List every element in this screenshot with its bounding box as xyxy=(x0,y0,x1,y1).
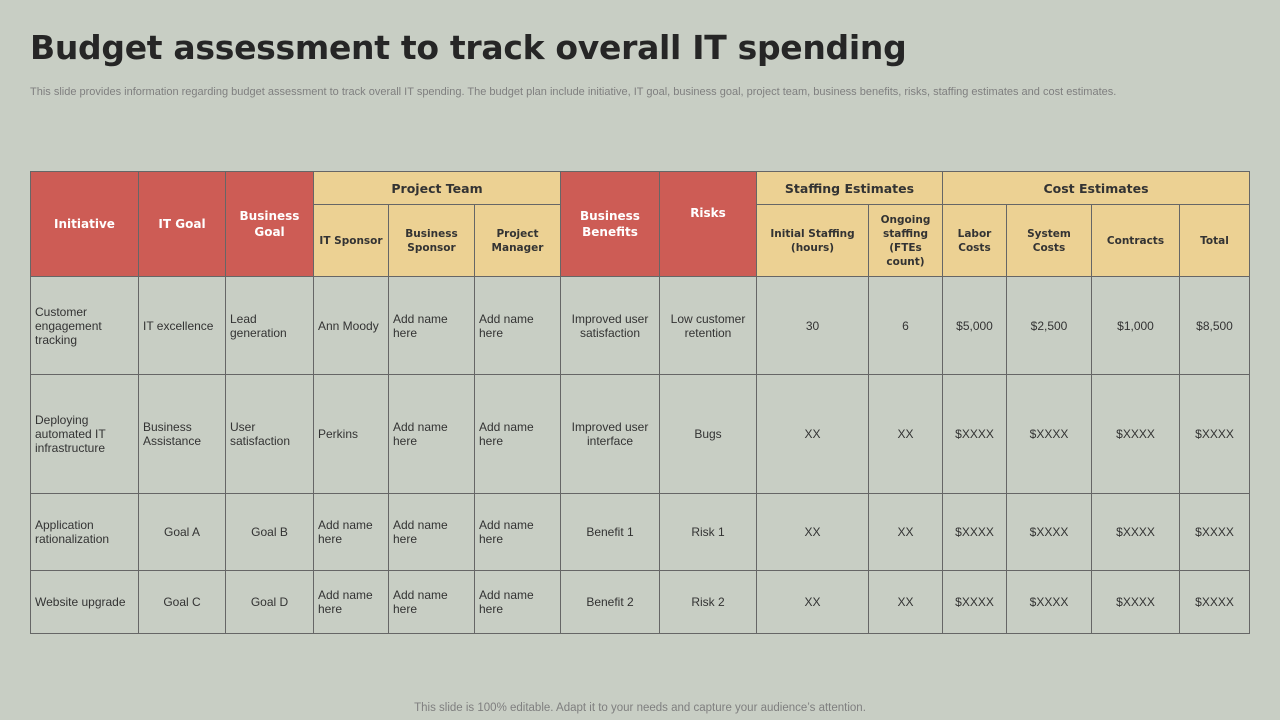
cell-project-manager: Add name here xyxy=(474,374,561,494)
header-risks: Risks xyxy=(659,171,757,277)
header-project-team: Project Team xyxy=(313,171,561,205)
cell-project-manager: Add name here xyxy=(474,570,561,634)
cell-business-sponsor: Add name here xyxy=(388,570,475,634)
cell-contracts: $XXXX xyxy=(1091,493,1180,571)
cell-it-goal: Goal C xyxy=(138,570,226,634)
cell-initiative: Website upgrade xyxy=(30,570,139,634)
cell-risks: Risk 1 xyxy=(659,493,757,571)
cell-ongoing-staffing: 6 xyxy=(868,276,943,375)
cell-initiative: Deploying automated IT infrastructure xyxy=(30,374,139,494)
cell-total: $XXXX xyxy=(1179,493,1250,571)
cell-business-sponsor: Add name here xyxy=(388,374,475,494)
cell-it-goal: IT excellence xyxy=(138,276,226,375)
cell-initial-staffing: 30 xyxy=(756,276,869,375)
header-labor-costs: Labor Costs xyxy=(942,204,1007,277)
header-initiative: Initiative xyxy=(30,171,139,277)
header-initial-staffing: Initial Staffing (hours) xyxy=(756,204,869,277)
cell-risks: Risk 2 xyxy=(659,570,757,634)
header-ongoing-staffing: Ongoing staffing (FTEs count) xyxy=(868,204,943,277)
cell-system-costs: $XXXX xyxy=(1006,493,1092,571)
cell-total: $XXXX xyxy=(1179,570,1250,634)
table-row: Website upgrade Goal C Goal D Add name h… xyxy=(30,570,1250,634)
cell-business-sponsor: Add name here xyxy=(388,276,475,375)
budget-table: Initiative IT Goal Business Goal Project… xyxy=(30,171,1250,634)
page-title: Budget assessment to track overall IT sp… xyxy=(30,28,907,67)
cell-it-goal: Business Assistance xyxy=(138,374,226,494)
cell-business-benefits: Improved user satisfaction xyxy=(560,276,660,375)
cell-business-sponsor: Add name here xyxy=(388,493,475,571)
cell-system-costs: $XXXX xyxy=(1006,374,1092,494)
cell-business-benefits: Benefit 2 xyxy=(560,570,660,634)
cell-contracts: $XXXX xyxy=(1091,374,1180,494)
header-staffing-estimates: Staffing Estimates xyxy=(756,171,943,205)
cell-business-benefits: Benefit 1 xyxy=(560,493,660,571)
header-total: Total xyxy=(1179,204,1250,277)
header-row-2: IT Sponsor Business Sponsor Project Mana… xyxy=(31,204,1250,277)
cell-ongoing-staffing: XX xyxy=(868,493,943,571)
cell-it-sponsor: Ann Moody xyxy=(313,276,389,375)
cell-it-goal: Goal A xyxy=(138,493,226,571)
cell-contracts: $XXXX xyxy=(1091,570,1180,634)
cell-initiative: Customer engagement tracking xyxy=(30,276,139,375)
cell-total: $XXXX xyxy=(1179,374,1250,494)
cell-business-goal: Goal B xyxy=(225,493,314,571)
header-business-goal: Business Goal xyxy=(225,171,314,277)
cell-labor-costs: $XXXX xyxy=(942,374,1007,494)
cell-risks: Bugs xyxy=(659,374,757,494)
cell-labor-costs: $5,000 xyxy=(942,276,1007,375)
header-system-costs: System Costs xyxy=(1006,204,1092,277)
header-business-benefits: Business Benefits xyxy=(560,171,660,277)
cell-project-manager: Add name here xyxy=(474,276,561,375)
cell-system-costs: $XXXX xyxy=(1006,570,1092,634)
table-row: Application rationalization Goal A Goal … xyxy=(30,493,1250,571)
table-row: Deploying automated IT infrastructure Bu… xyxy=(30,374,1250,494)
cell-system-costs: $2,500 xyxy=(1006,276,1092,375)
cell-business-goal: Lead generation xyxy=(225,276,314,375)
cell-business-benefits: Improved user interface xyxy=(560,374,660,494)
cell-business-goal: Goal D xyxy=(225,570,314,634)
cell-contracts: $1,000 xyxy=(1091,276,1180,375)
table-row: Customer engagement tracking IT excellen… xyxy=(30,276,1250,375)
cell-initial-staffing: XX xyxy=(756,493,869,571)
cell-initial-staffing: XX xyxy=(756,374,869,494)
page-subtitle: This slide provides information regardin… xyxy=(30,86,1117,98)
cell-it-sponsor: Add name here xyxy=(313,493,389,571)
footer-note: This slide is 100% editable. Adapt it to… xyxy=(414,702,866,714)
cell-it-sponsor: Add name here xyxy=(313,570,389,634)
cell-project-manager: Add name here xyxy=(474,493,561,571)
cell-labor-costs: $XXXX xyxy=(942,493,1007,571)
header-business-sponsor: Business Sponsor xyxy=(388,204,475,277)
cell-initiative: Application rationalization xyxy=(30,493,139,571)
header-row-1: Initiative IT Goal Business Goal Project… xyxy=(30,171,1250,277)
cell-ongoing-staffing: XX xyxy=(868,570,943,634)
header-it-goal: IT Goal xyxy=(138,171,226,277)
cell-it-sponsor: Perkins xyxy=(313,374,389,494)
cell-risks: Low customer retention xyxy=(659,276,757,375)
cell-ongoing-staffing: XX xyxy=(868,374,943,494)
cell-initial-staffing: XX xyxy=(756,570,869,634)
cell-total: $8,500 xyxy=(1179,276,1250,375)
header-project-manager: Project Manager xyxy=(474,204,561,277)
header-it-sponsor: IT Sponsor xyxy=(313,204,389,277)
header-contracts: Contracts xyxy=(1091,204,1180,277)
cell-labor-costs: $XXXX xyxy=(942,570,1007,634)
header-cost-estimates: Cost Estimates xyxy=(942,171,1250,205)
cell-business-goal: User satisfaction xyxy=(225,374,314,494)
